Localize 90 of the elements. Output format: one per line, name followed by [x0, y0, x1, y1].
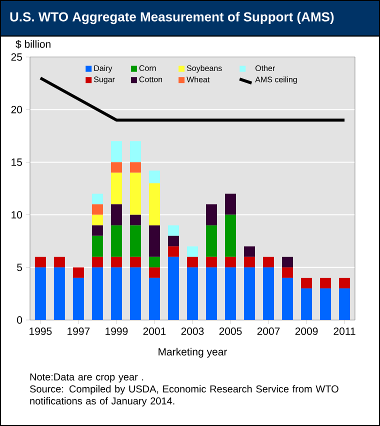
bar [92, 194, 103, 204]
legend-label: Dairy [94, 65, 112, 73]
bar [186, 256, 198, 268]
bar [130, 256, 141, 268]
bar [206, 225, 217, 257]
legend-label: Wheat [186, 76, 210, 82]
bar [168, 246, 179, 257]
bar [34, 256, 46, 268]
bar [110, 162, 122, 173]
bar [339, 288, 350, 320]
bar [130, 172, 141, 215]
bar [130, 214, 141, 226]
bar [54, 256, 65, 268]
x-tick-label: 1999 [106, 328, 128, 335]
bar [92, 214, 103, 226]
bar [54, 267, 65, 320]
bar [148, 170, 160, 184]
bar [92, 267, 103, 320]
bar [130, 141, 141, 162]
y-tick-label: 0 [17, 316, 22, 324]
x-tick-label: 1997 [68, 328, 90, 335]
source-note: Source: Compiled by USDA, Economic Research Service from WTO notifications as of January 2014. [30, 385, 338, 406]
bar [72, 267, 84, 278]
bar [320, 278, 332, 288]
bar [92, 225, 103, 236]
bar [148, 225, 160, 257]
x-tick-label: 2005 [219, 328, 242, 335]
bar [244, 246, 256, 257]
bar [92, 236, 103, 257]
bar [206, 204, 217, 226]
bar [225, 194, 236, 215]
bar [225, 214, 236, 257]
legend-label: Sugar [94, 76, 115, 84]
chart-title: U.S. WTO Aggregate Measurement of Support (AMS) [10, 12, 334, 24]
bar [320, 288, 332, 320]
bar [110, 225, 122, 257]
x-tick-label: 2001 [143, 328, 166, 335]
x-tick-label: 2003 [181, 328, 204, 335]
y-axis-title: $ billion [16, 40, 50, 48]
bar [282, 256, 294, 268]
y-tick-label: 10 [12, 211, 22, 219]
bar [92, 256, 103, 268]
bar [282, 267, 294, 278]
bar [110, 267, 122, 320]
bar [263, 256, 274, 268]
bar [206, 256, 217, 268]
bar [263, 267, 274, 320]
bar [301, 278, 312, 288]
bar [339, 278, 350, 288]
bar [282, 278, 294, 320]
legend-label: Other [255, 65, 275, 72]
legend-label: AMS ceiling [255, 76, 297, 84]
bar [130, 162, 141, 173]
bar [244, 256, 256, 268]
x-tick-label: 2009 [295, 328, 318, 335]
bar [301, 288, 312, 320]
bar [72, 278, 84, 320]
legend-label: Soybeans [186, 65, 222, 73]
x-tick-label: 2011 [334, 328, 356, 335]
y-tick-label: 5 [17, 264, 22, 272]
bar [225, 267, 236, 320]
bar [168, 256, 179, 320]
bar [148, 256, 160, 268]
bar [92, 204, 103, 215]
bar [110, 141, 122, 162]
bar [148, 183, 160, 226]
bar [130, 267, 141, 320]
y-tick-label: 25 [11, 53, 22, 61]
bar [110, 204, 122, 226]
x-tick-label: 2007 [257, 328, 280, 335]
bar [225, 256, 236, 268]
bar [110, 172, 122, 204]
legend-label: Cotton [139, 76, 162, 82]
bar [206, 267, 217, 320]
bar [168, 225, 179, 236]
y-tick-label: 15 [12, 158, 22, 166]
bar [148, 278, 160, 320]
bar [34, 267, 46, 320]
bar [186, 267, 198, 320]
bar [244, 267, 256, 320]
bar [130, 225, 141, 257]
bar [148, 267, 160, 278]
y-tick-label: 20 [11, 106, 22, 114]
x-axis-title: Marketing year [158, 348, 228, 358]
x-tick-label: 1995 [30, 328, 52, 335]
bar [110, 256, 122, 268]
bar [168, 236, 179, 246]
bar [186, 246, 198, 257]
text: Note:Data are crop year . [30, 374, 144, 382]
legend-label: Corn [139, 65, 156, 71]
